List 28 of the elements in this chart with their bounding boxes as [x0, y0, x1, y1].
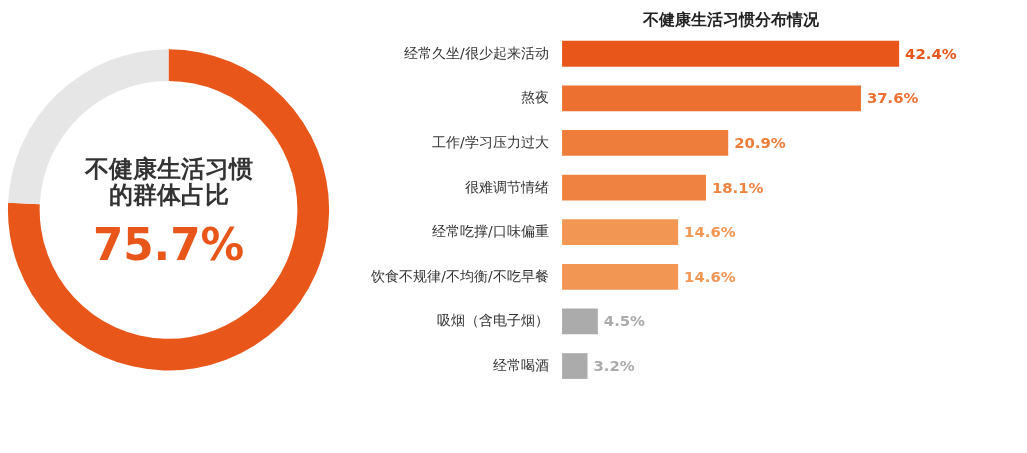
data-label: 42.4% [905, 44, 957, 63]
bar [562, 219, 679, 246]
data-label: 14.6% [684, 267, 736, 286]
donut-slice [8, 49, 330, 371]
y-tick-label: 经常久坐/很少起来活动 [404, 44, 549, 61]
chart-title: 不健康生活习惯分布情况 [641, 9, 820, 29]
data-label: 20.9% [734, 133, 786, 152]
bar [562, 263, 679, 290]
y-tick-label: 饮食不规律/不均衡/不吃早餐 [370, 267, 549, 284]
text: 不健康生活习惯的群体占比 [83, 155, 253, 209]
bar [562, 85, 861, 112]
bar [562, 40, 900, 67]
y-tick-label: 很难调节情绪 [464, 178, 549, 195]
data-label: 75.7% [92, 220, 245, 271]
bar [562, 308, 598, 335]
bar [562, 174, 706, 201]
y-tick-label: 熬夜 [520, 89, 549, 106]
data-label: 18.1% [711, 178, 764, 197]
data-label: 37.6% [866, 89, 919, 108]
y-tick-label: 吸烟（含电子烟） [436, 312, 549, 329]
y-tick-label: 经常吃撑/口味偏重 [432, 223, 549, 240]
y-tick-label: 经常喝酒 [492, 356, 549, 373]
bar [562, 130, 729, 156]
data-label: 14.6% [684, 223, 736, 242]
y-tick-label: 工作/学习压力过大 [432, 133, 549, 150]
data-label: 3.2% [593, 356, 635, 375]
data-label: 4.5% [603, 312, 646, 331]
bar [562, 353, 588, 379]
